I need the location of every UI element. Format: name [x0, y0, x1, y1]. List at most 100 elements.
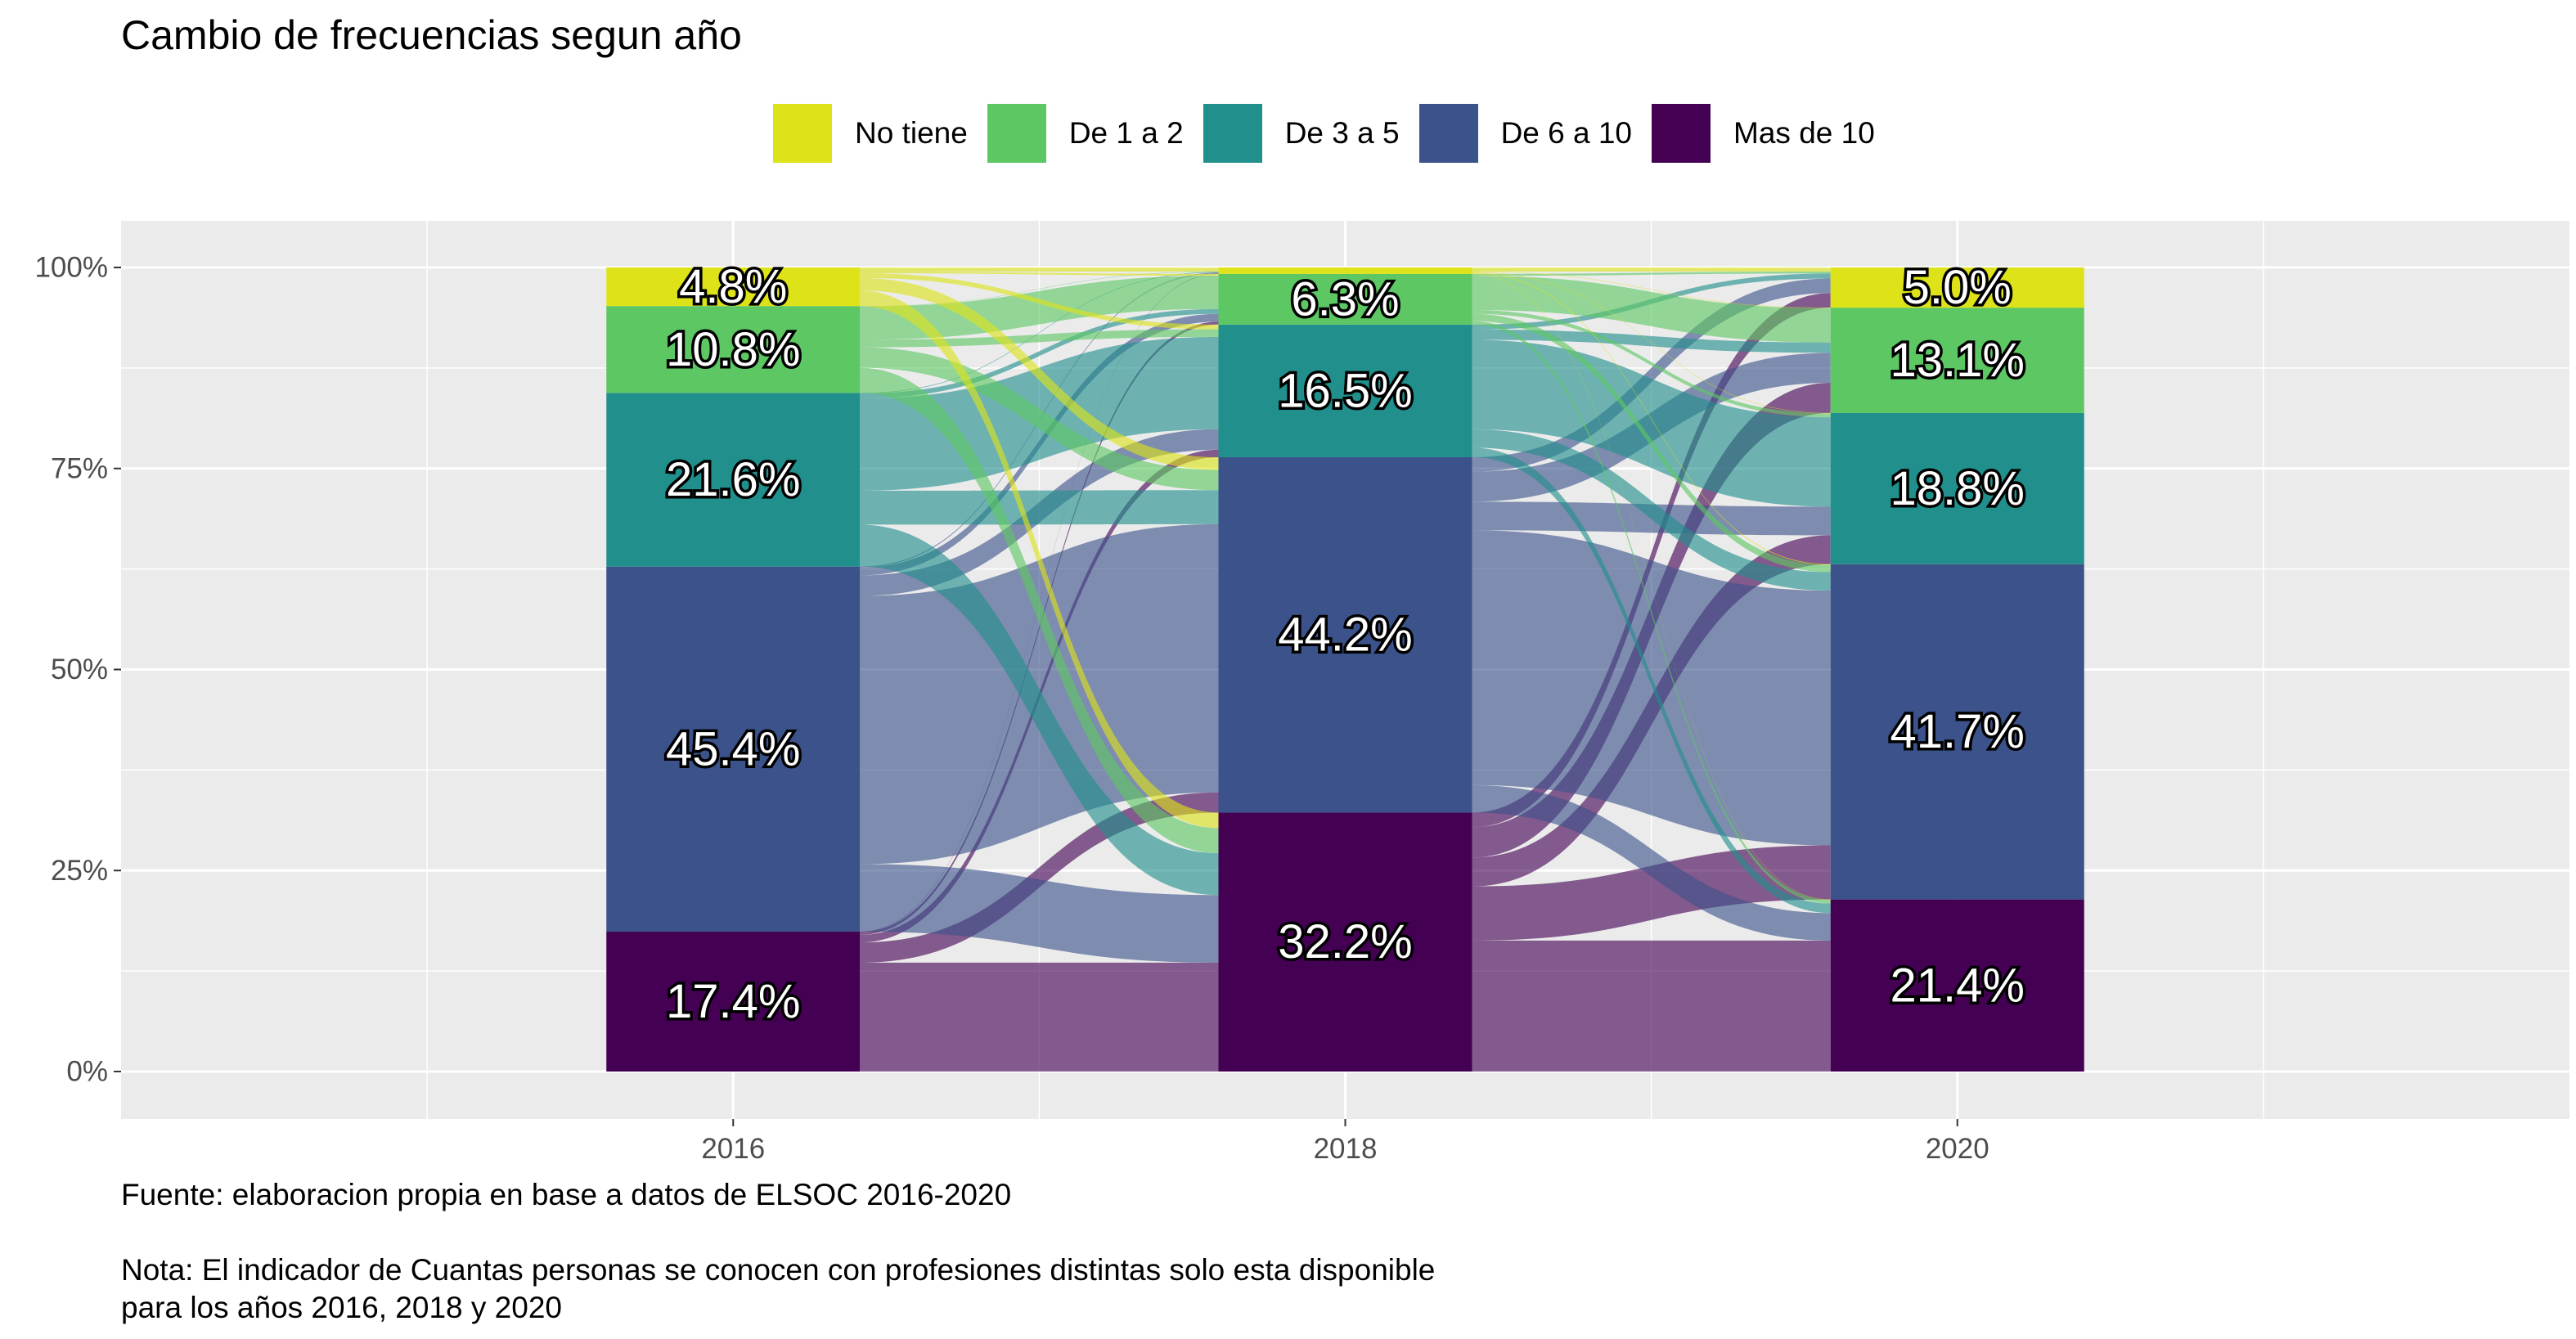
flow-2016-de-3-a-5-to-de-6-a-10: [860, 490, 1219, 525]
legend-item-mas-de-10: Mas de 10: [1652, 104, 1875, 163]
bar-2018-mas-de-10: [1218, 812, 1472, 1072]
caption-spacer: [121, 1214, 1435, 1251]
bar-2020-mas-de-10: [1830, 899, 2084, 1072]
flow-2016-mas-de-10-to-de-6-a-10: [860, 792, 1219, 963]
flow-2016-no-tiene-to-de-6-a-10: [860, 277, 1219, 470]
legend-item-no-tiene: No tiene: [773, 104, 968, 163]
data-label-2020-de-6-a-10: 41.7%: [1890, 705, 2025, 758]
flow-2016-de-1-a-2-to-de-3-a-5: [860, 329, 1219, 348]
flow-2016-de-3-a-5-to-de-1-a-2: [860, 308, 1219, 399]
data-label-2016-mas-de-10: 17.4%: [666, 975, 800, 1028]
data-label-2018-de-3-a-5: 16.5%: [1278, 364, 1412, 417]
flow-2016-de-1-a-2-to-mas-de-10: [860, 367, 1219, 854]
data-label-2020-no-tiene: 5.0%: [1904, 261, 2012, 314]
flow-2018-no-tiene-to-de-6-a-10: [1472, 272, 1831, 565]
legend-label-de-1-a-2: De 1 a 2: [1068, 116, 1184, 150]
flow-2016-no-tiene-to-de-1-a-2: [860, 271, 1219, 276]
y-tick-label-2: 50%: [51, 654, 108, 685]
stratum-labels: 17.4% 45.4% 21.6% 10.8% 4.8% 32.2% 44.2% 16.5% 6…: [663, 258, 2028, 1031]
caption-source: Fuente: elaboracion propia en base a dat…: [121, 1178, 1012, 1211]
flow-2018-de-1-a-2-to-de-3-a-5: [1472, 310, 1831, 418]
bar-2016-mas-de-10: [606, 931, 861, 1072]
y-tick-label-3: 75%: [51, 452, 108, 484]
flow-2018-de-3-a-5-to-de-1-a-2: [1472, 329, 1831, 353]
bar-2020-de-6-a-10: [1830, 564, 2084, 900]
flow-2016-de-3-a-5-to-no-tiene: [860, 272, 1219, 394]
bar-2016-de-3-a-5: [606, 393, 861, 567]
data-label-2020-de-1-a-2: 13.1%: [1890, 334, 2025, 387]
bar-2016-no-tiene: [606, 267, 861, 307]
legend-key-mas-de-10: [1652, 104, 1711, 163]
x-tick-label-2: 2020: [1926, 1133, 1989, 1165]
y-tick-label-0: 0%: [66, 1056, 108, 1088]
flow-2018-de-6-a-10-to-de-6-a-10: [1472, 530, 1831, 846]
flow-2018-no-tiene-to-mas-de-10: [1472, 273, 1831, 901]
legend-label-no-tiene: No tiene: [855, 116, 968, 150]
bar-2016-de-6-a-10: [606, 566, 861, 932]
bar-2020-no-tiene: [1830, 267, 2084, 308]
data-label-2016-de-3-a-5: 21.6%: [666, 453, 800, 506]
legend-item-de-3-a-5: De 3 a 5: [1203, 104, 1400, 163]
legend-item-de-6-a-10: De 6 a 10: [1418, 104, 1633, 163]
legend-key-no-tiene: [773, 104, 832, 163]
flow-2018-de-1-a-2-to-de-6-a-10: [1472, 313, 1831, 573]
data-label-2018-de-6-a-10: 44.2%: [1278, 609, 1412, 662]
flow-2018-no-tiene-to-de-3-a-5: [1472, 272, 1831, 414]
legend-item-de-1-a-2: De 1 a 2: [987, 104, 1184, 163]
flow-2016-de-1-a-2-to-de-6-a-10: [860, 347, 1219, 491]
flow-2018-de-6-a-10-to-no-tiene: [1472, 278, 1831, 472]
flow-2016-no-tiene-to-mas-de-10: [860, 290, 1219, 829]
data-label-2020-de-3-a-5: 18.8%: [1890, 462, 2025, 515]
caption-note-line-1: Nota: El indicador de Cuantas personas s…: [121, 1253, 1436, 1287]
flow-2018-de-3-a-5-to-de-3-a-5: [1472, 339, 1831, 507]
legend-key-de-3-a-5: [1203, 104, 1262, 163]
caption: Fuente: elaboracion propia en base a dat…: [121, 1176, 1435, 1327]
bar-2018-de-1-a-2: [1218, 273, 1472, 325]
bar-2020-de-3-a-5: [1830, 412, 2084, 564]
flow-2018-mas-de-10-to-de-6-a-10: [1472, 845, 1831, 941]
flow-2018-de-3-a-5-to-mas-de-10: [1472, 447, 1831, 914]
flow-2018-mas-de-10-to-no-tiene: [1472, 293, 1831, 828]
data-label-2020-mas-de-10: 21.4%: [1890, 959, 2025, 1012]
x-tick-label-1: 2018: [1314, 1133, 1378, 1165]
flow-2018-no-tiene-to-de-1-a-2: [1472, 272, 1831, 308]
chart-title: Cambio de frecuencias segun año: [121, 12, 742, 58]
x-axis: 2016 2018 2020: [701, 1119, 1989, 1165]
data-label-2016-de-1-a-2: 10.8%: [666, 323, 800, 376]
x-tick-label-0: 2016: [701, 1133, 765, 1165]
flow-2018-mas-de-10-to-mas-de-10: [1472, 940, 1831, 1072]
flow-2016-de-3-a-5-to-mas-de-10: [860, 524, 1219, 896]
caption-note-line-2: para los años 2016, 2018 y 2020: [121, 1291, 562, 1324]
flow-2016-de-1-a-2-to-de-1-a-2: [860, 276, 1219, 340]
bar-2018-no-tiene: [1218, 267, 1472, 274]
legend-label-mas-de-10: Mas de 10: [1733, 116, 1875, 150]
flow-2018-de-6-a-10-to-mas-de-10: [1472, 784, 1831, 941]
legend-label-de-3-a-5: De 3 a 5: [1284, 116, 1400, 150]
y-axis: 0% 25% 50% 75% 100%: [34, 252, 121, 1088]
legend-key-de-1-a-2: [987, 104, 1046, 163]
y-tick-label-1: 25%: [51, 855, 108, 887]
bar-2018-de-6-a-10: [1218, 456, 1472, 813]
flow-2018-de-1-a-2-to-no-tiene: [1472, 272, 1831, 276]
legend-label-de-6-a-10: De 6 a 10: [1500, 116, 1633, 150]
flow-2016-no-tiene-to-de-3-a-5: [860, 273, 1219, 330]
data-label-2018-de-1-a-2: 6.3%: [1291, 272, 1399, 326]
data-label-2018-mas-de-10: 32.2%: [1278, 915, 1412, 968]
bar-2016-de-1-a-2: [606, 306, 861, 393]
flow-2016-de-6-a-10-to-mas-de-10: [860, 864, 1219, 963]
data-label-2016-no-tiene: 4.8%: [679, 260, 787, 313]
y-tick-label-4: 100%: [34, 252, 108, 284]
flow-2018-de-1-a-2-to-de-1-a-2: [1472, 276, 1831, 343]
alluvial-flows: [860, 267, 1831, 1072]
flow-2016-de-1-a-2-to-no-tiene: [860, 271, 1219, 307]
legend: No tiene De 1 a 2 De 3 a 5 De 6 a 10 Mas…: [773, 103, 1895, 164]
flow-2018-de-1-a-2-to-mas-de-10: [1472, 321, 1831, 904]
flow-2016-mas-de-10-to-mas-de-10: [860, 962, 1219, 1072]
flow-2016-no-tiene-to-no-tiene: [860, 267, 1219, 272]
flow-2018-no-tiene-to-no-tiene: [1472, 267, 1831, 272]
flow-2018-de-3-a-5-to-de-6-a-10: [1472, 429, 1831, 591]
bar-2020-de-1-a-2: [1830, 308, 2084, 413]
bar-2018-de-3-a-5: [1218, 324, 1472, 457]
legend-key-de-6-a-10: [1418, 104, 1478, 163]
